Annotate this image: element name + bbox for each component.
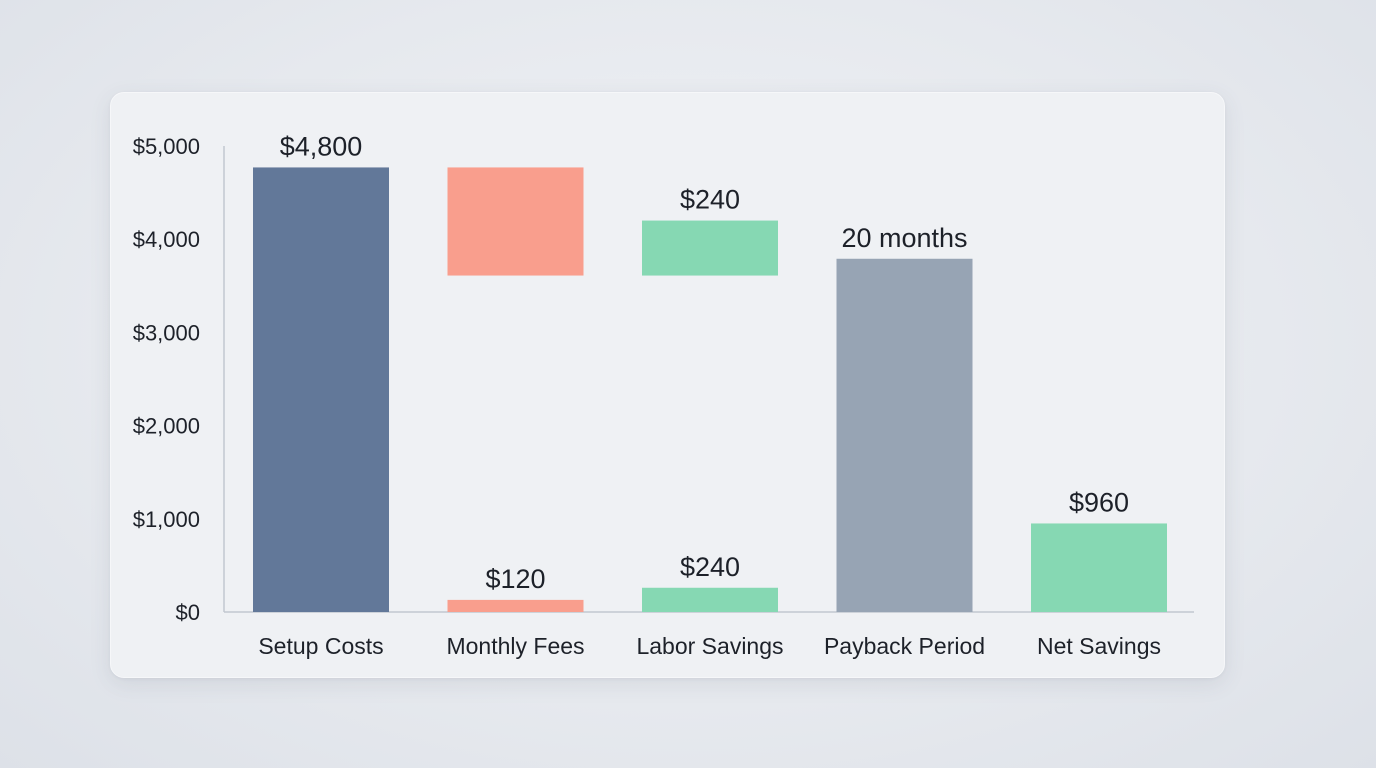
- y-tick-label: $5,000: [133, 134, 200, 159]
- bar-payback-period: [836, 258, 973, 612]
- bar-labor-savings: [642, 220, 778, 276]
- bar-setup-costs: [253, 167, 389, 612]
- bar-data-label: $960: [1069, 487, 1129, 517]
- y-axis-ticks: $0 $1,000 $2,000 $3,000 $4,000 $5,000: [133, 134, 200, 625]
- y-tick-label: $3,000: [133, 320, 200, 345]
- bar-monthly-fees: [447, 599, 584, 612]
- category-labels-group: Setup Costs Monthly Fees Labor Savings Payb…: [258, 633, 1161, 659]
- bar-data-label: $240: [680, 552, 740, 582]
- bar-data-label: 20 months: [841, 223, 967, 253]
- bar-monthly-fees: [447, 167, 584, 276]
- bar-data-label: $240: [680, 185, 740, 215]
- bar-data-label: $4,800: [280, 131, 363, 161]
- x-category-label: Monthly Fees: [446, 633, 584, 659]
- x-category-label: Payback Period: [824, 633, 985, 659]
- x-category-label: Setup Costs: [258, 633, 383, 659]
- y-tick-label: $0: [176, 600, 200, 625]
- bars-group: [253, 167, 1167, 612]
- x-category-label: Net Savings: [1037, 633, 1161, 659]
- bar-labor-savings: [642, 587, 778, 612]
- bar-net-savings: [1031, 523, 1167, 612]
- data-labels-group: $4,800 $120 $240 $240 20 months $960: [280, 131, 1129, 593]
- y-tick-label: $1,000: [133, 507, 200, 532]
- y-tick-label: $2,000: [133, 414, 200, 439]
- bar-data-label: $120: [485, 564, 545, 594]
- x-category-label: Labor Savings: [636, 633, 783, 659]
- y-tick-label: $4,000: [133, 227, 200, 252]
